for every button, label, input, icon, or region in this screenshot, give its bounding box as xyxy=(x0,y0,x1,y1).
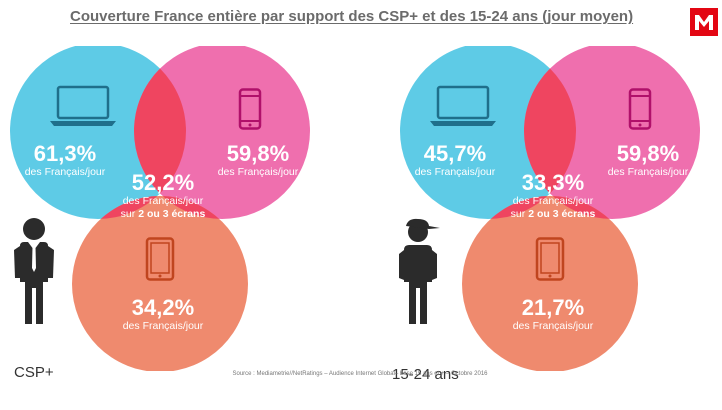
venn-circles xyxy=(10,46,310,371)
tablet-stat: 34,2% des Français/jour xyxy=(108,296,218,333)
tablet-percent: 21,7% xyxy=(521,295,585,320)
mobile-caption: des Français/jour xyxy=(217,166,299,178)
overlap-caption: des Français/jour xyxy=(122,195,204,207)
computer-circle xyxy=(400,46,576,219)
mobile-stat: 59,8% des Français/jour xyxy=(593,142,703,179)
computer-stat: 61,3% des Français/jour xyxy=(10,142,120,179)
tablet-caption: des Français/jour xyxy=(122,320,204,332)
smartphone-icon xyxy=(238,88,262,130)
tablet-icon xyxy=(145,237,175,281)
computer-caption: des Français/jour xyxy=(24,166,106,178)
overlap-caption-screens: sur 2 ou 3 écrans xyxy=(510,208,596,220)
overlap-percent: 52,2% xyxy=(131,170,195,195)
page-title: Couverture France entière par support de… xyxy=(70,8,634,25)
overlap-caption-screens: sur 2 ou 3 écrans xyxy=(120,208,206,220)
overlap-stat: 52,2% des Français/jour sur 2 ou 3 écran… xyxy=(108,171,218,221)
source-note: Source : Mediametrie//NetRatings – Audie… xyxy=(232,371,488,377)
mobile-circle xyxy=(524,46,700,219)
computer-percent: 45,7% xyxy=(423,141,487,166)
tablet-percent: 34,2% xyxy=(131,295,195,320)
young-person-cap-icon xyxy=(399,218,440,324)
overlap-caption: des Français/jour xyxy=(512,195,594,207)
overlap-percent: 33,3% xyxy=(521,170,585,195)
computer-caption: des Français/jour xyxy=(414,166,496,178)
computer-stat: 45,7% des Français/jour xyxy=(400,142,510,179)
computer-percent: 61,3% xyxy=(33,141,97,166)
venn-diagram-15-24: 45,7% des Français/jour 59,8% des França… xyxy=(360,46,705,383)
laptop-icon xyxy=(50,85,116,126)
mobile-stat: 59,8% des Français/jour xyxy=(203,142,313,179)
venn-circles xyxy=(400,46,700,371)
overlap-stat: 33,3% des Français/jour sur 2 ou 3 écran… xyxy=(498,171,608,221)
mediametrie-logo-icon xyxy=(690,8,718,36)
group-label: CSP+ xyxy=(14,364,54,381)
tablet-circle xyxy=(72,196,248,371)
laptop-icon xyxy=(430,85,496,126)
computer-circle xyxy=(10,46,186,219)
businessman-icon xyxy=(14,218,54,324)
group-label: 15-24 ans xyxy=(392,366,459,383)
venn-diagram-csp: 61,3% des Français/jour 59,8% des França… xyxy=(0,46,345,381)
tablet-circle xyxy=(462,196,638,371)
mobile-circle xyxy=(134,46,310,219)
mobile-percent: 59,8% xyxy=(226,141,290,166)
tablet-caption: des Français/jour xyxy=(512,320,594,332)
tablet-icon xyxy=(535,237,565,281)
mobile-percent: 59,8% xyxy=(616,141,680,166)
mobile-caption: des Français/jour xyxy=(607,166,689,178)
tablet-stat: 21,7% des Français/jour xyxy=(498,296,608,333)
smartphone-icon xyxy=(628,88,652,130)
